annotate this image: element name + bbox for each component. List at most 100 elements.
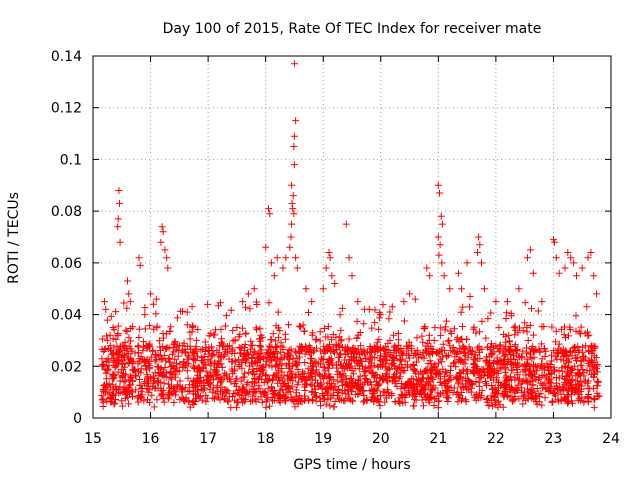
data-point: [288, 396, 296, 404]
data-point: [211, 366, 218, 374]
data-point: [487, 309, 495, 317]
data-point: [577, 323, 585, 331]
data-point: [388, 303, 396, 311]
data-point: [398, 392, 406, 400]
data-point: [374, 382, 382, 390]
data-point: [565, 371, 573, 379]
data-point: [480, 365, 488, 373]
data-point: [410, 402, 418, 410]
data-point: [129, 323, 137, 331]
data-point: [242, 303, 249, 311]
data-point: [276, 356, 284, 364]
data-point: [497, 364, 505, 372]
data-point: [102, 305, 110, 313]
data-point: [513, 347, 520, 355]
data-point: [464, 350, 472, 358]
x-axis-label: GPS time / hours: [293, 457, 410, 473]
data-point: [474, 368, 482, 376]
data-point: [413, 334, 421, 342]
y-tick-label: 0.02: [51, 359, 82, 375]
data-point: [559, 348, 567, 356]
data-point: [438, 381, 446, 389]
data-point: [292, 254, 300, 262]
data-point: [560, 331, 568, 339]
data-point: [524, 395, 532, 402]
data-point: [384, 378, 392, 386]
data-point: [252, 298, 260, 306]
data-point: [337, 350, 344, 358]
data-point: [592, 365, 600, 373]
data-point: [590, 404, 598, 412]
data-point: [176, 360, 184, 368]
data-point: [299, 321, 307, 329]
data-point: [475, 378, 483, 386]
data-point: [227, 378, 235, 386]
data-point: [567, 391, 575, 399]
data-point: [202, 391, 210, 399]
data-point: [325, 249, 333, 256]
data-point: [161, 345, 169, 353]
data-point: [204, 300, 212, 308]
x-tick-label: 22: [487, 431, 505, 447]
data-point: [271, 387, 278, 394]
data-point: [367, 353, 375, 361]
data-point: [482, 334, 490, 342]
data-point: [423, 379, 431, 387]
data-point: [513, 346, 521, 353]
data-point: [163, 254, 171, 262]
data-point: [160, 334, 167, 342]
data-point: [121, 338, 129, 346]
data-point: [456, 370, 464, 378]
data-point: [441, 326, 449, 334]
data-point: [437, 378, 445, 386]
data-point: [190, 356, 198, 363]
data-point: [487, 344, 495, 352]
data-point: [128, 388, 136, 396]
data-point: [253, 368, 261, 375]
data-point: [397, 345, 405, 352]
data-point: [255, 375, 263, 382]
data-point: [209, 394, 217, 402]
data-point: [524, 254, 531, 262]
data-point: [371, 344, 379, 352]
data-point: [450, 384, 458, 392]
data-point: [134, 398, 142, 406]
data-point: [302, 380, 310, 388]
data-point: [342, 220, 350, 228]
data-point: [437, 346, 445, 354]
data-point: [102, 375, 110, 383]
data-point: [374, 381, 382, 389]
data-point: [160, 368, 167, 376]
data-point: [390, 331, 397, 339]
data-point: [344, 350, 352, 358]
data-point: [161, 364, 169, 371]
data-point: [567, 377, 575, 384]
data-point: [237, 377, 245, 385]
data-point: [499, 357, 507, 365]
data-point: [503, 309, 511, 317]
data-point: [265, 205, 272, 213]
data-point: [290, 398, 298, 405]
data-point: [275, 333, 282, 341]
data-point: [222, 322, 229, 330]
data-point: [256, 367, 264, 375]
data-point: [466, 293, 474, 300]
data-point: [105, 380, 113, 388]
data-point: [436, 189, 443, 197]
data-point: [326, 341, 333, 349]
data-point: [366, 364, 374, 372]
data-point: [418, 386, 425, 394]
data-points: [98, 60, 603, 412]
data-point: [338, 364, 346, 372]
data-point: [564, 249, 572, 256]
data-point: [166, 327, 174, 335]
data-point: [129, 393, 136, 400]
data-point: [155, 337, 163, 345]
data-point: [526, 353, 534, 361]
data-point: [185, 353, 193, 361]
data-point: [447, 362, 455, 370]
data-point: [150, 325, 158, 333]
data-point: [446, 285, 454, 293]
data-point: [332, 333, 340, 341]
